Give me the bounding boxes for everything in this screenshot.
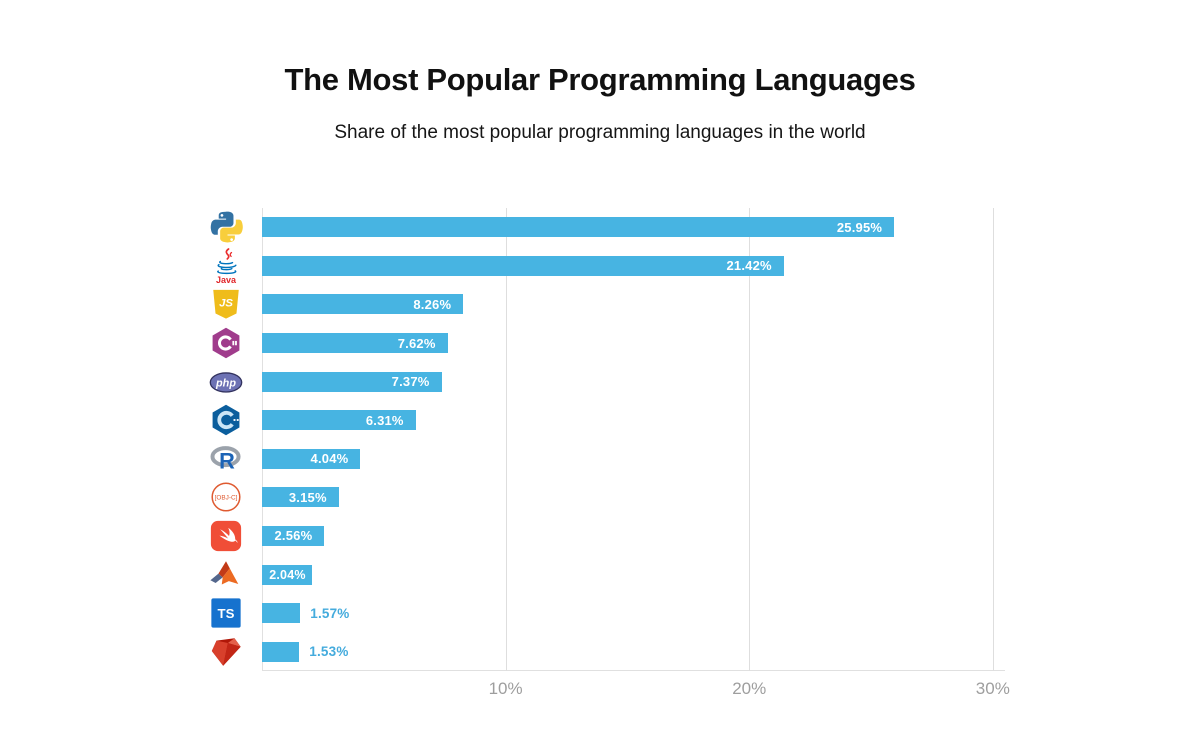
svg-text:[OBJ-C]: [OBJ-C] — [215, 495, 238, 502]
svg-text:R: R — [219, 448, 235, 473]
javascript-value-label: 8.26% — [413, 296, 452, 312]
x-tick-label-10: 10% — [488, 679, 523, 698]
chart-row-php: 7.37% — [262, 362, 1005, 401]
chart-subtitle: Share of the most popular programming la… — [334, 122, 866, 143]
chart-row-r: 4.04% — [262, 440, 1005, 479]
csharp-bar: 7.62% — [262, 333, 448, 354]
svg-text:php: php — [215, 377, 236, 389]
csharp-value-label: 7.62% — [397, 335, 436, 351]
chart-row-swift: 2.56% — [262, 517, 1005, 556]
javascript-icon: JS — [202, 285, 250, 324]
javascript-bar: 8.26% — [262, 294, 464, 315]
swift-bar: 2.56% — [262, 525, 325, 546]
ruby-bar — [262, 641, 300, 662]
java-bar: 21.42% — [262, 255, 784, 276]
chart-row-cpp: 6.31% — [262, 401, 1005, 440]
php-icon: php — [202, 362, 250, 401]
ruby-icon — [202, 632, 250, 671]
objective-c-value-label: 3.15% — [288, 489, 327, 505]
matlab-value-label: 2.04% — [269, 567, 306, 582]
bar-rows: 25.95% 21.42% 8.26% 7.62% 7.37% 6.31% 4.04% 3.1… — [262, 208, 1005, 671]
r-value-label: 4.04% — [310, 451, 349, 467]
x-axis-labels: 10% 20% 30% — [262, 679, 1010, 703]
php-value-label: 7.37% — [391, 374, 430, 390]
chart-row-ruby: 1.53% — [262, 632, 1005, 671]
matlab-bar: 2.04% — [262, 564, 312, 585]
objective-c-icon: [OBJ-C] — [202, 478, 250, 517]
chart-title: The Most Popular Programming Languages — [284, 62, 916, 97]
python-value-label: 25.95% — [836, 219, 883, 235]
chart-row-python: 25.95% — [262, 208, 1005, 247]
plot-area: 25.95% 21.42% 8.26% 7.62% 7.37% 6.31% 4.04% 3.1… — [262, 208, 1005, 671]
python-icon — [202, 208, 250, 247]
r-icon: R — [202, 440, 250, 479]
svg-text:Java: Java — [216, 275, 237, 285]
objective-c-bar: 3.15% — [262, 487, 339, 508]
chart-row-matlab: 2.04% — [262, 555, 1005, 594]
r-bar: 4.04% — [262, 448, 361, 469]
swift-value-label: 2.56% — [274, 528, 313, 544]
y-axis-line — [262, 208, 263, 671]
csharp-icon — [202, 324, 250, 363]
chart-row-java: 21.42% — [262, 247, 1005, 286]
cpp-bar: 6.31% — [262, 410, 416, 431]
language-icon-column: Java JS php R [OBJ-C] TS — [202, 208, 250, 671]
gridline-20 — [749, 208, 751, 671]
cpp-icon — [202, 401, 250, 440]
x-axis-line — [262, 670, 1005, 671]
java-value-label: 21.42% — [726, 258, 772, 274]
chart-row-objective-c: 3.15% — [262, 478, 1005, 517]
java-icon: Java — [202, 247, 250, 286]
typescript-bar — [262, 603, 301, 624]
typescript-value-label: 1.57% — [310, 605, 350, 621]
svg-text:TS: TS — [218, 606, 235, 621]
php-bar: 7.37% — [262, 371, 442, 392]
x-tick-label-20: 20% — [732, 679, 767, 698]
chart-row-javascript: 8.26% — [262, 285, 1005, 324]
cpp-value-label: 6.31% — [365, 412, 404, 428]
python-bar: 25.95% — [262, 217, 895, 238]
swift-icon — [202, 517, 250, 556]
x-tick-label-30: 30% — [975, 679, 1010, 698]
gridline-10 — [505, 208, 507, 671]
typescript-icon: TS — [202, 594, 250, 633]
chart-row-csharp: 7.62% — [262, 324, 1005, 363]
svg-text:JS: JS — [219, 298, 233, 310]
gridline-30 — [992, 208, 994, 671]
matlab-icon — [202, 555, 250, 594]
chart-row-typescript: 1.57% — [262, 594, 1005, 633]
ruby-value-label: 1.53% — [309, 644, 349, 660]
